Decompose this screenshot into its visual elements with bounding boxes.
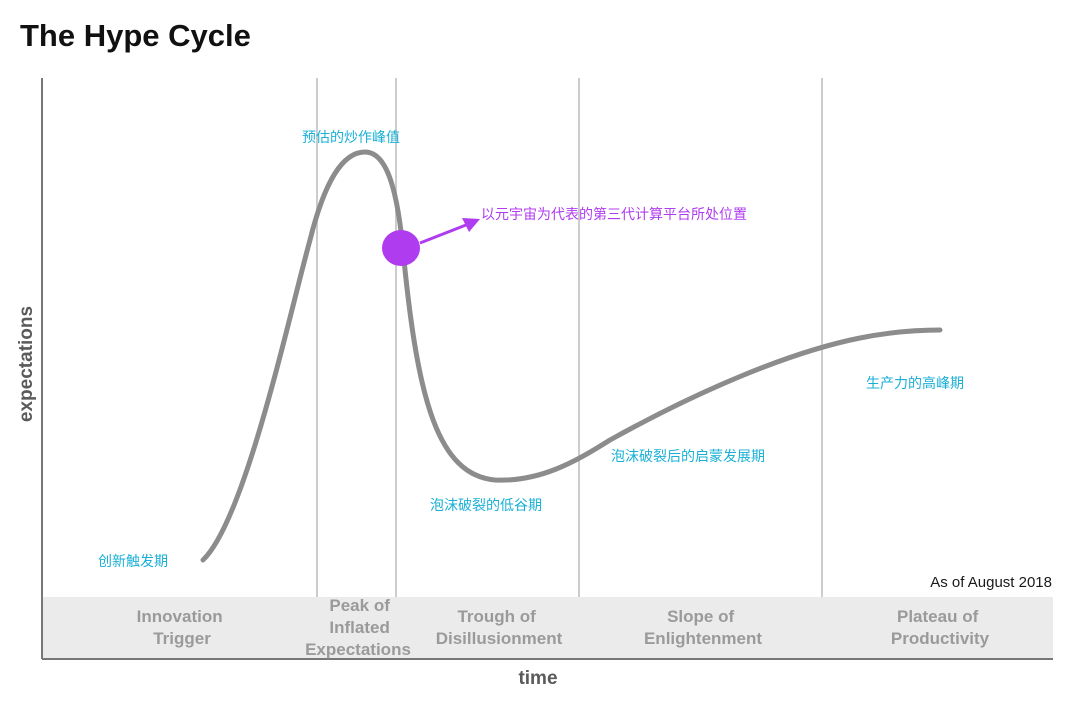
- annotation-marker: 以元宇宙为代表的第三代计算平台所处位置: [481, 206, 747, 223]
- annotation-slope: 泡沫破裂后的启蒙发展期: [611, 449, 765, 465]
- hype-curve: [200, 149, 943, 563]
- current-position-marker: [382, 230, 420, 266]
- phase-label-peak-of-inflated-expectations: Peak of Inflated Expectations: [305, 596, 411, 659]
- phase-band: [42, 597, 1053, 658]
- marker-arrow-head: [462, 218, 480, 232]
- x-axis-label: time: [518, 668, 557, 689]
- annotation-trigger: 创新触发期: [98, 554, 168, 570]
- annotation-peak: 预估的炒作峰值: [302, 130, 400, 146]
- diagram-title: The Hype Cycle: [20, 18, 251, 53]
- y-axis-label: expectations: [16, 306, 37, 422]
- phase-label-slope-of-enlightenment: Slope of Enlightenment: [644, 607, 762, 648]
- phase-label-trough-of-disillusionment: Trough of Disillusionment: [436, 607, 563, 648]
- annotation-plateau: 生产力的高峰期: [866, 375, 964, 392]
- date-note: As of August 2018: [930, 574, 1052, 591]
- annotation-trough: 泡沫破裂的低谷期: [430, 498, 542, 514]
- marker-arrow: [419, 223, 467, 245]
- phase-label-innovation-trigger: Innovation Trigger: [137, 607, 228, 648]
- phase-label-plateau-of-productivity: Plateau of Productivity: [891, 607, 990, 648]
